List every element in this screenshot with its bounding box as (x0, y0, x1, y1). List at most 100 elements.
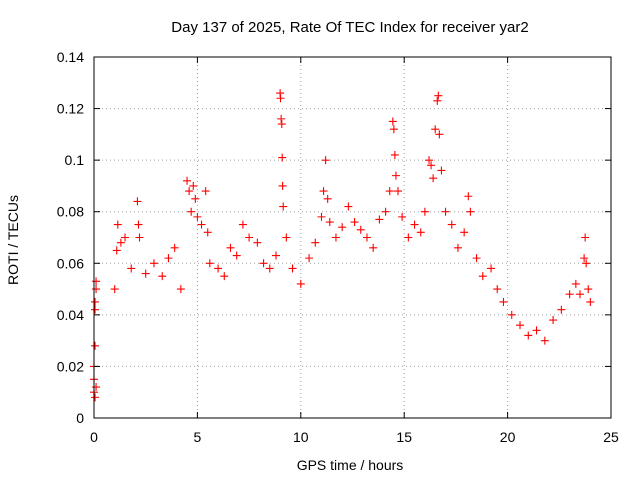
data-point (429, 174, 438, 183)
data-point (557, 305, 566, 314)
x-tick-label: 0 (90, 429, 98, 445)
data-point (91, 393, 100, 402)
data-point (464, 192, 473, 201)
data-point (435, 130, 444, 139)
data-point (271, 251, 280, 260)
data-point (356, 225, 365, 234)
data-point (586, 297, 595, 306)
data-point (323, 194, 332, 203)
data-point (116, 238, 125, 247)
data-point (135, 233, 144, 242)
data-point (319, 187, 328, 196)
data-point (425, 156, 434, 165)
data-point (431, 125, 440, 134)
data-point (91, 305, 100, 314)
data-point (350, 218, 359, 227)
data-point (344, 202, 353, 211)
data-point (311, 238, 320, 247)
data-point (183, 176, 192, 185)
data-point (460, 228, 469, 237)
data-point (331, 233, 340, 242)
data-point (232, 251, 241, 260)
data-point (296, 279, 305, 288)
data-point (362, 233, 371, 242)
data-point (305, 254, 314, 263)
data-point (571, 279, 580, 288)
y-axis-label: ROTI / TECUs (5, 195, 21, 285)
data-point (472, 254, 481, 263)
y-tick-label: 0.08 (57, 204, 84, 220)
x-axis-label: GPS time / hours (297, 457, 404, 473)
data-point (253, 238, 262, 247)
x-tick-label: 5 (194, 429, 202, 445)
data-point (134, 220, 143, 229)
data-point (393, 187, 402, 196)
data-point (416, 228, 425, 237)
data-point (276, 94, 285, 103)
data-point (277, 120, 286, 129)
data-point (499, 297, 508, 306)
data-point (133, 197, 142, 206)
plot-frame (93, 56, 612, 419)
data-point (398, 212, 407, 221)
data-point (565, 290, 574, 299)
data-point (112, 246, 121, 255)
data-point (110, 285, 119, 294)
data-point (176, 285, 185, 294)
data-point (185, 187, 194, 196)
data-point (549, 316, 558, 325)
data-point (516, 321, 525, 330)
data-point (388, 117, 397, 126)
data-point (226, 243, 235, 252)
data-point (277, 114, 286, 123)
data-point (381, 207, 390, 216)
data-point (575, 290, 584, 299)
data-point (259, 259, 268, 268)
data-point (540, 336, 549, 345)
data-point (201, 187, 210, 196)
data-point (447, 220, 456, 229)
x-tick-label: 10 (293, 429, 309, 445)
data-point (164, 254, 173, 263)
data-points (90, 89, 595, 402)
data-point (434, 91, 443, 100)
data-point (127, 264, 136, 273)
data-point (524, 331, 533, 340)
data-point (288, 264, 297, 273)
data-point (238, 220, 247, 229)
data-point (582, 259, 591, 268)
data-point (265, 264, 274, 273)
data-point (317, 212, 326, 221)
x-tick-label: 15 (396, 429, 412, 445)
data-point (278, 181, 287, 190)
data-point (433, 96, 442, 105)
data-point (580, 254, 589, 263)
data-point (532, 326, 541, 335)
y-tick-label: 0.06 (57, 255, 84, 271)
data-point (581, 233, 590, 242)
chart-title: Day 137 of 2025, Rate Of TEC Index for r… (171, 19, 528, 36)
data-point (437, 166, 446, 175)
y-tick-label: 0 (76, 410, 84, 426)
data-point (197, 220, 206, 229)
y-tick-label: 0.12 (57, 101, 84, 117)
data-point (385, 187, 394, 196)
data-point (193, 212, 202, 221)
data-point (245, 233, 254, 242)
data-point (493, 285, 502, 294)
data-point (441, 207, 450, 216)
data-point (203, 228, 212, 237)
data-point (325, 218, 334, 227)
data-point (375, 215, 384, 224)
axis-ticks: 0 0.02 0.04 0.06 0.08 0.1 0.12 0.14 0 5 10 15 20 25 (57, 49, 619, 445)
x-tick-label: 20 (500, 429, 516, 445)
grid-lines (94, 57, 611, 418)
data-point (158, 272, 167, 281)
data-point (466, 207, 475, 216)
data-point (92, 383, 101, 392)
data-point (369, 243, 378, 252)
data-point (141, 269, 150, 278)
data-point (279, 202, 288, 211)
